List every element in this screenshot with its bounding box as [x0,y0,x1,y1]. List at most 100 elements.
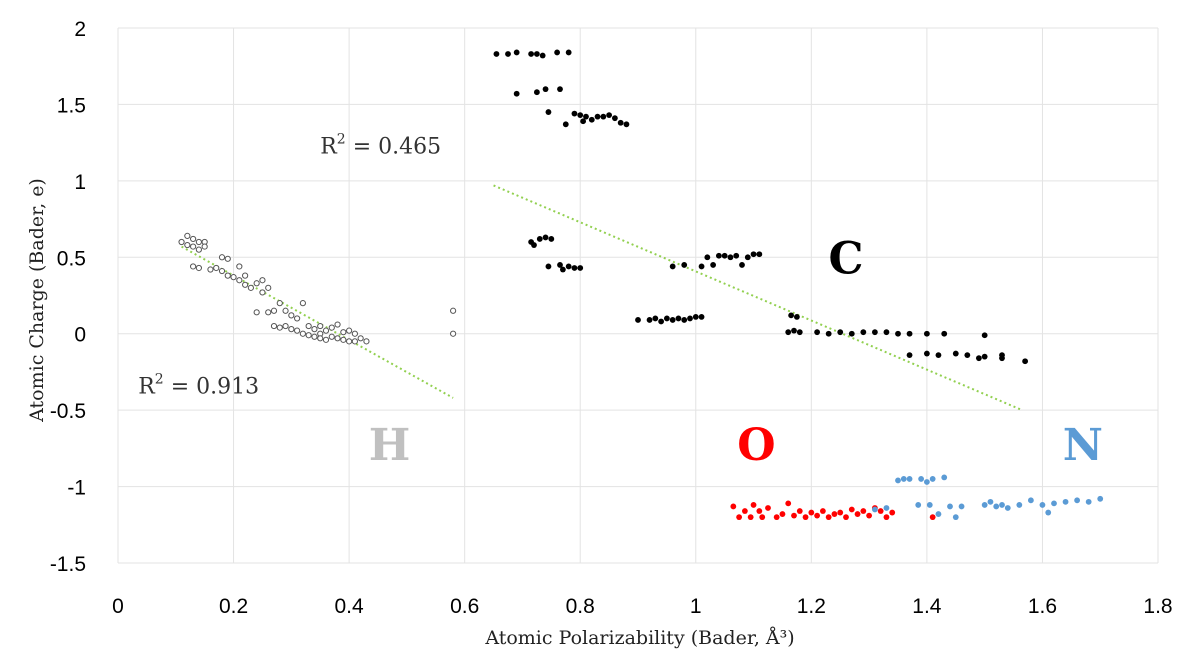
y-tick-label: -1 [67,477,86,500]
point-o [825,514,832,521]
point-c [883,329,890,336]
point-h [346,338,353,345]
point-c [658,318,665,325]
point-n [958,503,965,510]
x-axis-title: Atomic Polarizability (Bader, Å³) [484,627,794,649]
point-h [311,333,318,340]
point-o [843,514,849,521]
point-n [1039,502,1046,508]
x-tick-label: 0.2 [219,595,248,618]
point-c [571,110,578,117]
point-c [981,332,988,339]
point-h [450,330,457,337]
point-h [195,246,202,253]
point-h [351,330,358,337]
point-n [883,505,890,511]
point-c [536,236,543,242]
element-labels: H C O N [369,233,1103,470]
point-c [606,112,613,119]
point-n [1004,505,1011,511]
point-h [270,307,278,314]
point-c [733,252,740,259]
point-c [548,236,555,242]
point-c [542,86,549,93]
point-o [854,511,861,517]
point-c [791,327,797,334]
point-c [545,263,552,270]
point-o [808,509,815,516]
point-n [1045,509,1052,516]
point-c [623,121,630,128]
point-h [299,330,306,337]
point-c [542,234,549,241]
point-n [935,511,942,517]
x-tick-label: 0 [112,595,124,618]
point-h [340,329,347,336]
point-c [505,51,511,57]
r-squared-label: R2 = 0.913 [138,371,259,399]
point-c [493,51,500,57]
x-tick-label: 1.4 [912,595,942,618]
point-n [1085,498,1092,505]
point-h [322,327,330,334]
point-c [513,90,520,97]
point-n [926,502,933,508]
point-c [652,315,659,322]
point-h [346,327,353,334]
point-n [1027,497,1034,504]
point-c [594,113,601,120]
point-o [750,502,757,508]
point-h [282,307,289,314]
point-c [727,254,734,261]
point-c [964,352,971,359]
point-c [848,330,855,337]
point-c [692,314,699,320]
point-h [328,324,335,331]
point-o [837,509,844,516]
point-c [906,352,913,359]
point-o [831,511,838,517]
point-c [571,265,578,271]
series-h [178,232,457,345]
point-c [557,86,563,93]
point-h [236,263,243,270]
point-o [814,512,821,519]
point-n [993,503,1000,510]
point-o [759,514,766,521]
point-h [311,326,318,333]
x-tick-label: 1.2 [797,595,826,618]
point-o [791,512,797,519]
point-n [952,514,959,521]
point-h [259,277,266,284]
point-c [710,262,717,268]
point-h [213,264,220,272]
point-c [952,350,959,357]
point-n [1074,497,1081,504]
point-n [1016,502,1023,508]
point-c [941,330,948,337]
point-c [583,113,589,120]
point-o [785,500,792,507]
point-c [565,49,572,56]
point-o [929,514,936,521]
point-c [554,49,561,56]
point-n [947,503,953,510]
point-c [681,317,688,323]
point-h [230,274,237,281]
point-h [317,335,324,342]
point-h [276,300,283,307]
point-c [698,314,705,320]
x-tick-label: 1 [690,595,702,618]
point-h [218,267,226,275]
point-n [929,476,936,482]
point-o [779,511,786,517]
point-c [871,329,878,336]
point-n [895,477,901,484]
point-h [357,335,364,342]
point-o [802,514,809,521]
point-h [207,266,214,273]
point-h [178,238,185,246]
series-o [730,500,936,521]
trendline [181,245,454,399]
x-tick-label: 0.8 [566,595,595,618]
